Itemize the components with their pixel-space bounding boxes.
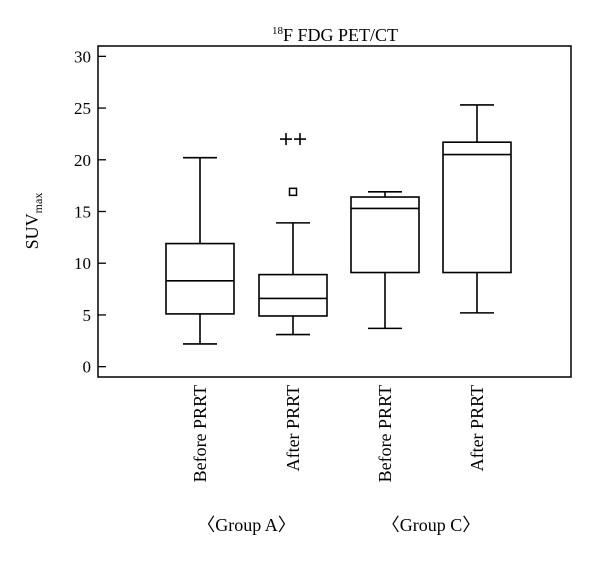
y-tick-label: 20: [74, 151, 91, 170]
outlier-marker: [288, 187, 298, 197]
y-axis-label-subscript: max: [31, 193, 45, 214]
y-tick-label: 0: [83, 358, 92, 377]
x-tick-label: After PRRT: [283, 385, 303, 471]
extreme-marker: [280, 133, 292, 146]
box-body: [350, 196, 420, 274]
y-axis-label: SUVmax: [22, 193, 45, 250]
box-4: [442, 104, 512, 314]
group-label: 〈Group C〉: [382, 515, 481, 535]
chart-title: 18F FDG PET/CT: [272, 25, 398, 45]
group-label: 〈Group A〉: [197, 515, 296, 535]
y-axis-label-main: SUV: [22, 213, 42, 249]
box-body: [442, 141, 512, 274]
box-body: [165, 242, 235, 315]
box-3: [350, 191, 420, 330]
x-tick-label: After PRRT: [467, 385, 487, 471]
x-tick-label: Before PRRT: [375, 385, 395, 482]
box-2: [258, 133, 328, 336]
extreme-marker: [294, 133, 306, 146]
y-axis: 0 5 10 15 20 25 30: [74, 47, 106, 377]
chart-title-text: F FDG PET/CT: [283, 25, 398, 45]
box-1: [165, 156, 235, 345]
group-labels: 〈Group A〉 〈Group C〉: [197, 515, 480, 535]
box-body: [258, 273, 328, 317]
x-tick-labels: Before PRRT After PRRT Before PRRT After PR…: [190, 385, 487, 482]
y-tick-label: 10: [74, 254, 91, 273]
y-tick-label: 30: [74, 47, 91, 66]
y-tick-label: 5: [83, 306, 92, 325]
y-tick-label: 25: [74, 99, 91, 118]
chart-title-superscript: 18: [272, 25, 284, 37]
boxes: [165, 104, 512, 345]
x-tick-label: Before PRRT: [190, 385, 210, 482]
y-tick-label: 15: [74, 203, 91, 222]
